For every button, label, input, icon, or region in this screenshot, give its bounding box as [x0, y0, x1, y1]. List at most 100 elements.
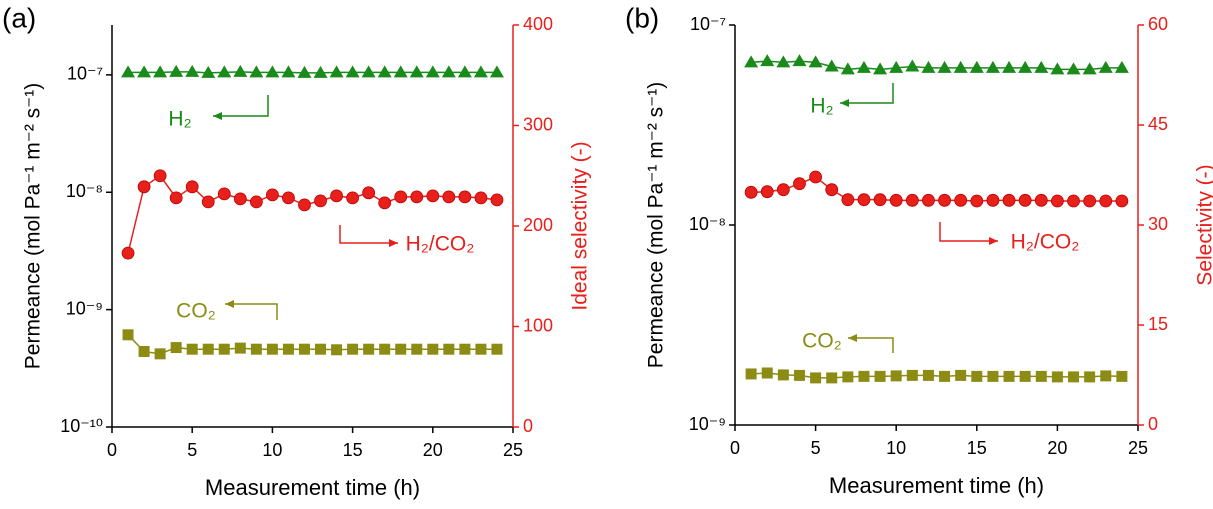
marker — [792, 54, 807, 67]
arrow-head — [848, 334, 857, 342]
marker — [329, 65, 344, 78]
marker — [761, 367, 773, 379]
marker — [362, 186, 376, 200]
marker — [474, 191, 488, 205]
marker — [201, 195, 215, 209]
marker — [1066, 62, 1081, 75]
marker — [281, 65, 296, 78]
marker — [491, 343, 503, 355]
marker — [138, 345, 150, 357]
marker — [1034, 193, 1048, 207]
y2-axis-title: Selectivity (-) — [1194, 164, 1213, 285]
marker — [265, 188, 279, 202]
x-tick-label: 5 — [811, 438, 821, 458]
y2-tick-label: 60 — [1148, 14, 1168, 34]
marker — [121, 65, 136, 78]
arrow-head — [840, 99, 849, 107]
marker — [824, 59, 839, 72]
marker — [1116, 370, 1128, 382]
marker — [347, 343, 359, 355]
marker — [473, 65, 488, 78]
marker — [153, 169, 167, 183]
marker — [905, 193, 919, 207]
marker — [971, 370, 983, 382]
marker — [234, 342, 246, 354]
marker — [233, 192, 247, 206]
marker — [776, 183, 790, 197]
marker — [489, 65, 504, 78]
marker — [793, 369, 805, 381]
marker — [169, 64, 184, 77]
x-tick-label: 5 — [187, 440, 197, 460]
x-tick-label: 20 — [423, 440, 443, 460]
x-tick-label: 15 — [967, 438, 987, 458]
y2-tick-label: 200 — [523, 215, 553, 235]
marker — [842, 371, 854, 383]
marker — [266, 343, 278, 355]
series-annotation: H₂ — [810, 95, 833, 118]
arrow-head — [213, 112, 222, 120]
marker — [443, 343, 455, 355]
marker — [1002, 60, 1017, 73]
marker — [233, 64, 248, 77]
y-tick-label: 10⁻⁸ — [66, 181, 103, 201]
marker — [1067, 194, 1080, 208]
series-line — [128, 71, 497, 74]
marker — [969, 60, 984, 73]
marker — [346, 191, 360, 205]
y2-tick-label: 30 — [1148, 214, 1168, 234]
marker — [170, 342, 182, 354]
marker — [873, 62, 888, 75]
x-tick-label: 10 — [262, 440, 282, 460]
annotation-arrow — [225, 303, 278, 320]
marker — [1082, 62, 1097, 75]
y2-tick-label: 45 — [1148, 114, 1168, 134]
marker — [394, 190, 408, 204]
marker — [939, 370, 951, 382]
y2-tick-label: 0 — [1148, 414, 1158, 434]
marker — [1115, 194, 1129, 208]
marker — [137, 180, 151, 194]
y-axis-title: Permeance (mol Pa⁻¹ m⁻² s⁻¹) — [22, 83, 45, 369]
marker — [955, 369, 967, 381]
marker — [393, 65, 408, 78]
y2-tick-label: 100 — [523, 315, 553, 335]
y-tick-label: 10⁻⁷ — [690, 14, 726, 34]
marker — [345, 65, 360, 78]
series-line — [751, 60, 1122, 71]
marker — [185, 64, 200, 77]
marker — [409, 65, 424, 78]
marker — [808, 55, 823, 68]
y-tick-label: 10⁻⁹ — [689, 414, 726, 434]
marker — [1018, 60, 1033, 73]
marker — [1019, 370, 1031, 382]
marker — [922, 193, 935, 207]
marker — [745, 368, 757, 380]
x-tick-label: 0 — [730, 438, 740, 458]
marker — [921, 60, 936, 73]
series-line — [127, 334, 497, 355]
marker — [874, 370, 886, 382]
marker — [1098, 60, 1113, 73]
marker — [186, 343, 198, 355]
marker — [137, 65, 152, 78]
marker — [154, 348, 166, 360]
marker — [744, 185, 758, 199]
marker — [873, 193, 887, 207]
marker — [298, 343, 310, 355]
marker — [1051, 194, 1064, 208]
marker — [122, 329, 134, 341]
marker — [825, 183, 839, 197]
marker — [185, 180, 199, 194]
marker — [153, 65, 168, 78]
series-line — [751, 176, 1122, 202]
marker — [169, 191, 183, 205]
marker — [297, 65, 312, 78]
marker — [282, 191, 295, 205]
series-annotation: H₂/CO₂ — [406, 233, 475, 256]
marker — [442, 190, 456, 204]
marker — [331, 344, 343, 356]
marker — [377, 65, 392, 78]
annotation-arrow — [939, 222, 998, 242]
y2-axis-title: Ideal selectivity (-) — [569, 141, 592, 310]
